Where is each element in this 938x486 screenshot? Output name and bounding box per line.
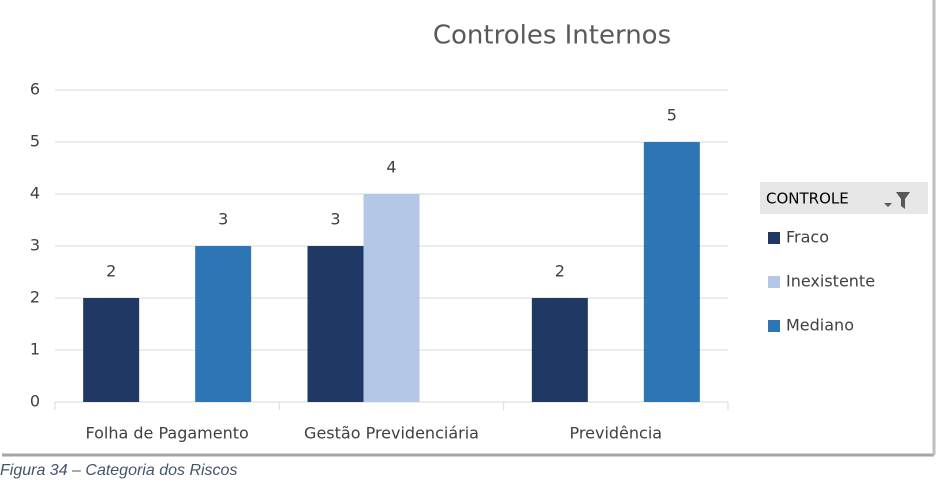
bar [195,246,252,402]
y-tick-label: 4 [30,184,40,203]
legend-header[interactable] [760,182,928,214]
legend-swatch [768,320,780,332]
data-label: 2 [555,262,565,281]
y-tick-label: 0 [30,392,40,411]
x-tick-label: Previdência [570,424,663,443]
x-tick-label: Folha de Pagamento [86,424,249,443]
legend-label: Inexistente [786,272,875,291]
legend-swatch [768,232,780,244]
legend-swatch [768,276,780,288]
y-tick-label: 3 [30,236,40,255]
bar [83,298,140,402]
data-label: 4 [386,158,396,177]
legend-label: Fraco [786,228,829,247]
bar [307,246,364,402]
caption: Figura 34 – Categoria dos Riscos [0,462,237,479]
data-label: 2 [106,262,116,281]
bar [531,298,588,402]
legend-title: CONTROLE [766,190,849,208]
legend-label: Mediano [786,316,854,335]
bar [363,194,420,402]
x-tick-label: Gestão Previdenciária [304,424,479,443]
y-tick-label: 5 [30,132,40,151]
y-tick-label: 1 [30,340,40,359]
y-tick-label: 2 [30,288,40,307]
chart-background [0,0,934,456]
filter-icon[interactable] [884,192,910,209]
y-tick-label: 6 [30,80,40,99]
data-label: 5 [667,106,677,125]
bar [643,142,700,402]
data-label: 3 [218,210,228,229]
chart-title: Controles Internos [433,21,671,51]
data-label: 3 [330,210,340,229]
